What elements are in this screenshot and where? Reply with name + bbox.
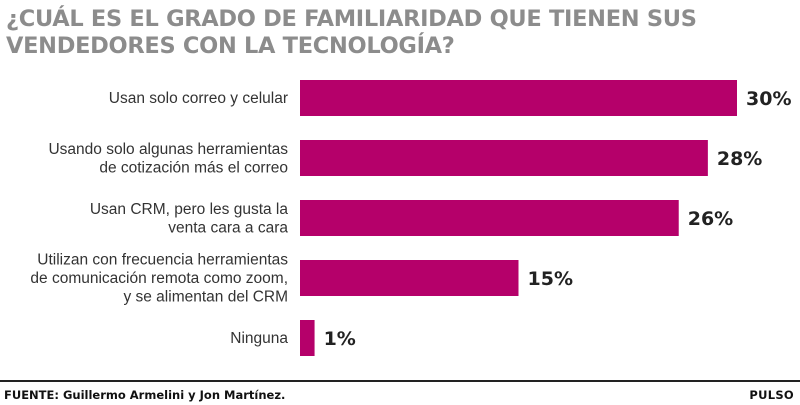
footer-divider xyxy=(0,380,800,382)
category-label-1-line-1: Usan solo correo y celular xyxy=(109,90,288,107)
category-label-2-line-2: de cotización más el correo xyxy=(99,159,288,176)
category-label-3-line-1: Usan CRM, pero les gusta la xyxy=(90,201,289,218)
value-label-2: 28% xyxy=(717,148,762,170)
chart-title: ¿CUÁL ES EL GRADO DE FAMILIARIDAD QUE TI… xyxy=(6,6,697,59)
category-label-5: Ninguna xyxy=(230,330,288,347)
bar-5 xyxy=(300,320,315,356)
category-label-1: Usan solo correo y celular xyxy=(109,90,288,107)
category-label-2: Usando solo algunas herramientas de cotiz… xyxy=(48,141,288,177)
brand-logo-text: PULSO xyxy=(749,388,794,402)
category-label-3: Usan CRM, pero les gusta la venta cara a … xyxy=(90,201,289,237)
value-label-3: 26% xyxy=(688,208,733,230)
source-note: FUENTE: Guillermo Armelini y Jon Martíne… xyxy=(4,388,286,402)
category-label-4-line-1: Utilizan con frecuencia herramientas xyxy=(37,252,288,269)
bar-3 xyxy=(300,200,679,236)
category-label-4-line-2: de comunicación remota como zoom, xyxy=(30,270,288,287)
category-label-2-line-1: Usando solo algunas herramientas xyxy=(48,141,288,158)
bar-chart: 30% Usan solo correo y celular 28% Usando s… xyxy=(30,80,791,356)
category-label-5-line-1: Ninguna xyxy=(230,330,288,347)
value-label-1: 30% xyxy=(746,88,791,110)
category-label-4: Utilizan con frecuencia herramientas de c… xyxy=(30,252,288,306)
bar-4 xyxy=(300,260,519,296)
bar-1 xyxy=(300,80,737,116)
value-label-4: 15% xyxy=(528,268,573,290)
category-label-4-line-3: y se alimentan del CRM xyxy=(123,289,288,306)
bar-2 xyxy=(300,140,708,176)
value-label-5: 1% xyxy=(324,328,356,350)
category-label-3-line-2: venta cara a cara xyxy=(168,219,288,236)
